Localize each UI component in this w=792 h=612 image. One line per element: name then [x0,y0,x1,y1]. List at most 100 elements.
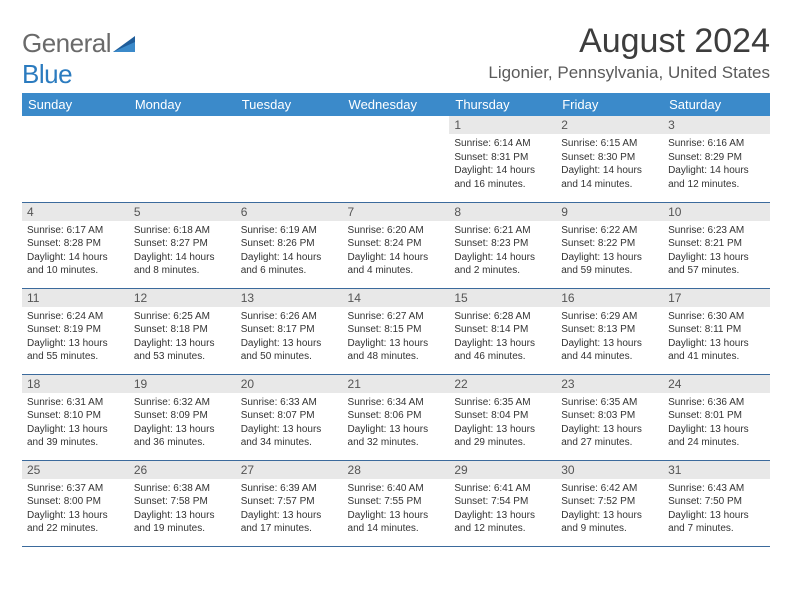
sunset-line: Sunset: 8:19 PM [27,323,124,337]
logo-text-1: General [22,28,111,58]
sunset-line: Sunset: 8:22 PM [561,237,658,251]
sunrise-line: Sunrise: 6:31 AM [27,396,124,410]
sunrise-line: Sunrise: 6:29 AM [561,310,658,324]
daylight-line: Daylight: 13 hours and 29 minutes. [454,423,551,450]
calendar-day-cell: 9Sunrise: 6:22 AMSunset: 8:22 PMDaylight… [556,202,663,288]
calendar-day-cell: 30Sunrise: 6:42 AMSunset: 7:52 PMDayligh… [556,460,663,546]
sunset-line: Sunset: 7:57 PM [241,495,338,509]
day-number: 4 [22,203,129,221]
calendar-day-cell [129,116,236,202]
location-subtitle: Ligonier, Pennsylvania, United States [488,63,770,83]
day-number: 10 [663,203,770,221]
sunrise-line: Sunrise: 6:27 AM [348,310,445,324]
sunrise-line: Sunrise: 6:28 AM [454,310,551,324]
day-details: Sunrise: 6:43 AMSunset: 7:50 PMDaylight:… [663,479,770,541]
sunrise-line: Sunrise: 6:37 AM [27,482,124,496]
sunset-line: Sunset: 8:11 PM [668,323,765,337]
logo: General Blue [22,28,135,90]
daylight-line: Daylight: 13 hours and 41 minutes. [668,337,765,364]
calendar-day-cell: 1Sunrise: 6:14 AMSunset: 8:31 PMDaylight… [449,116,556,202]
day-number: 9 [556,203,663,221]
sunset-line: Sunset: 8:13 PM [561,323,658,337]
day-number: 5 [129,203,236,221]
day-details: Sunrise: 6:27 AMSunset: 8:15 PMDaylight:… [343,307,450,369]
sunset-line: Sunset: 8:04 PM [454,409,551,423]
day-number: 15 [449,289,556,307]
sunset-line: Sunset: 8:03 PM [561,409,658,423]
day-details: Sunrise: 6:18 AMSunset: 8:27 PMDaylight:… [129,221,236,283]
sunrise-line: Sunrise: 6:35 AM [454,396,551,410]
sunset-line: Sunset: 7:55 PM [348,495,445,509]
sunrise-line: Sunrise: 6:22 AM [561,224,658,238]
weekday-sat: Saturday [663,93,770,116]
calendar-day-cell: 16Sunrise: 6:29 AMSunset: 8:13 PMDayligh… [556,288,663,374]
calendar-day-cell [343,116,450,202]
day-number: 21 [343,375,450,393]
calendar-day-cell: 28Sunrise: 6:40 AMSunset: 7:55 PMDayligh… [343,460,450,546]
calendar-day-cell: 7Sunrise: 6:20 AMSunset: 8:24 PMDaylight… [343,202,450,288]
sunrise-line: Sunrise: 6:32 AM [134,396,231,410]
sunrise-line: Sunrise: 6:39 AM [241,482,338,496]
day-details: Sunrise: 6:16 AMSunset: 8:29 PMDaylight:… [663,134,770,196]
sunset-line: Sunset: 8:01 PM [668,409,765,423]
calendar-week-row: 18Sunrise: 6:31 AMSunset: 8:10 PMDayligh… [22,374,770,460]
day-details: Sunrise: 6:42 AMSunset: 7:52 PMDaylight:… [556,479,663,541]
calendar-day-cell: 20Sunrise: 6:33 AMSunset: 8:07 PMDayligh… [236,374,343,460]
day-details: Sunrise: 6:37 AMSunset: 8:00 PMDaylight:… [22,479,129,541]
logo-triangle-icon [113,28,135,59]
sunrise-line: Sunrise: 6:17 AM [27,224,124,238]
day-details: Sunrise: 6:34 AMSunset: 8:06 PMDaylight:… [343,393,450,455]
calendar-day-cell: 24Sunrise: 6:36 AMSunset: 8:01 PMDayligh… [663,374,770,460]
day-number: 23 [556,375,663,393]
calendar-day-cell: 4 Sunrise: 6:17 AMSunset: 8:28 PMDaylight… [22,202,129,288]
day-number: 17 [663,289,770,307]
day-number: 28 [343,461,450,479]
sunset-line: Sunset: 8:28 PM [27,237,124,251]
day-number: 8 [449,203,556,221]
day-details: Sunrise: 6:20 AMSunset: 8:24 PMDaylight:… [343,221,450,283]
sunrise-line: Sunrise: 6:43 AM [668,482,765,496]
day-details: Sunrise: 6:29 AMSunset: 8:13 PMDaylight:… [556,307,663,369]
sunrise-line: Sunrise: 6:21 AM [454,224,551,238]
sunrise-line: Sunrise: 6:41 AM [454,482,551,496]
daylight-line: Daylight: 14 hours and 10 minutes. [27,251,124,278]
calendar-day-cell: 8Sunrise: 6:21 AMSunset: 8:23 PMDaylight… [449,202,556,288]
sunset-line: Sunset: 7:58 PM [134,495,231,509]
daylight-line: Daylight: 13 hours and 55 minutes. [27,337,124,364]
sunset-line: Sunset: 8:27 PM [134,237,231,251]
daylight-line: Daylight: 13 hours and 44 minutes. [561,337,658,364]
weekday-wed: Wednesday [343,93,450,116]
day-number: 24 [663,375,770,393]
day-number: 11 [22,289,129,307]
calendar-day-cell [236,116,343,202]
day-number: 19 [129,375,236,393]
calendar-day-cell: 6Sunrise: 6:19 AMSunset: 8:26 PMDaylight… [236,202,343,288]
sunrise-line: Sunrise: 6:18 AM [134,224,231,238]
calendar-day-cell: 23Sunrise: 6:35 AMSunset: 8:03 PMDayligh… [556,374,663,460]
day-number: 26 [129,461,236,479]
calendar-day-cell: 12Sunrise: 6:25 AMSunset: 8:18 PMDayligh… [129,288,236,374]
day-details: Sunrise: 6:26 AMSunset: 8:17 PMDaylight:… [236,307,343,369]
sunrise-line: Sunrise: 6:19 AM [241,224,338,238]
daylight-line: Daylight: 13 hours and 50 minutes. [241,337,338,364]
calendar-day-cell: 29Sunrise: 6:41 AMSunset: 7:54 PMDayligh… [449,460,556,546]
day-number: 20 [236,375,343,393]
daylight-line: Daylight: 14 hours and 6 minutes. [241,251,338,278]
daylight-line: Daylight: 13 hours and 53 minutes. [134,337,231,364]
day-details: Sunrise: 6:32 AMSunset: 8:09 PMDaylight:… [129,393,236,455]
calendar-day-cell: 15Sunrise: 6:28 AMSunset: 8:14 PMDayligh… [449,288,556,374]
day-number: 25 [22,461,129,479]
day-number: 13 [236,289,343,307]
calendar-day-cell: 19Sunrise: 6:32 AMSunset: 8:09 PMDayligh… [129,374,236,460]
sunset-line: Sunset: 8:23 PM [454,237,551,251]
day-number: 2 [556,116,663,134]
daylight-line: Daylight: 14 hours and 14 minutes. [561,164,658,191]
sunset-line: Sunset: 8:21 PM [668,237,765,251]
weekday-header-row: Sunday Monday Tuesday Wednesday Thursday… [22,93,770,116]
calendar-week-row: 1Sunrise: 6:14 AMSunset: 8:31 PMDaylight… [22,116,770,202]
weekday-sun: Sunday [22,93,129,116]
daylight-line: Daylight: 13 hours and 19 minutes. [134,509,231,536]
calendar-day-cell: 2Sunrise: 6:15 AMSunset: 8:30 PMDaylight… [556,116,663,202]
sunset-line: Sunset: 8:09 PM [134,409,231,423]
daylight-line: Daylight: 13 hours and 48 minutes. [348,337,445,364]
